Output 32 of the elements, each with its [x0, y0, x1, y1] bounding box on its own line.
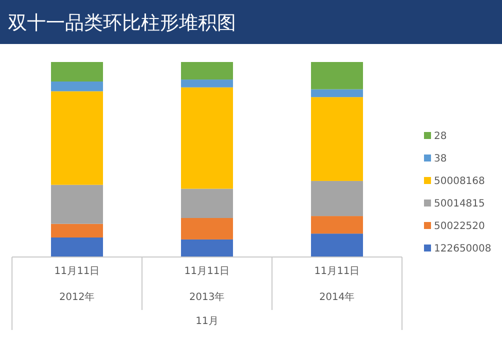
x-tick-label: 11月11日 — [54, 266, 100, 277]
text: 2012年 — [59, 291, 95, 303]
text: 2014年 — [319, 291, 355, 303]
legend-label: 50022520 — [434, 221, 485, 232]
x-tick-label: 11月11日 — [184, 266, 230, 277]
bar — [181, 188, 233, 218]
text: 11月 — [196, 316, 218, 327]
chart-title: 双十一品类环比柱形堆积图 — [8, 12, 236, 34]
bar — [51, 62, 103, 82]
text: 2013年 — [189, 291, 225, 303]
bar — [51, 224, 103, 238]
bar — [311, 62, 363, 90]
legend-label: 38 — [434, 154, 447, 164]
bar — [311, 97, 363, 181]
x-tick-label: 11月11日 — [314, 266, 360, 277]
bar — [51, 82, 103, 92]
bar — [181, 87, 233, 189]
legend-label: 50008168 — [434, 176, 485, 187]
bar — [51, 91, 103, 185]
bar — [51, 238, 103, 257]
bar — [181, 80, 233, 88]
bar — [311, 216, 363, 234]
bar — [181, 218, 233, 240]
bar — [181, 62, 233, 80]
legend-label: 50014815 — [434, 198, 485, 210]
bar — [311, 234, 363, 257]
bar — [181, 239, 233, 257]
bar — [51, 184, 103, 224]
bar — [311, 89, 363, 98]
bar — [311, 180, 363, 216]
legend-label: 122650008 — [434, 244, 492, 254]
legend-label: 28 — [434, 131, 447, 142]
